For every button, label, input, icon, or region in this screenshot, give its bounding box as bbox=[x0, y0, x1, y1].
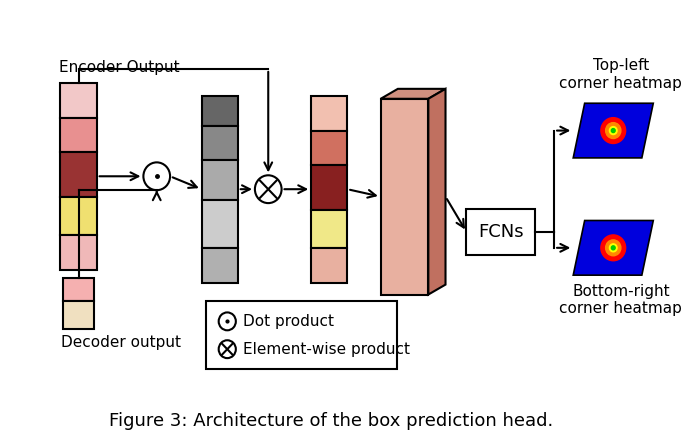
Text: Decoder output: Decoder output bbox=[61, 335, 182, 350]
Text: FCNs: FCNs bbox=[478, 223, 524, 241]
Bar bbox=[64, 302, 94, 329]
Bar bbox=[64, 278, 94, 302]
Bar bbox=[311, 248, 348, 283]
Bar bbox=[311, 96, 348, 131]
Text: Top-left
corner heatmap: Top-left corner heatmap bbox=[560, 58, 682, 91]
Polygon shape bbox=[428, 89, 446, 295]
Circle shape bbox=[255, 175, 282, 203]
Text: Figure 3: Architecture of the box prediction head.: Figure 3: Architecture of the box predic… bbox=[108, 412, 553, 430]
Bar bbox=[61, 197, 97, 235]
Bar bbox=[381, 99, 428, 295]
Bar bbox=[466, 209, 535, 255]
Bar bbox=[202, 96, 238, 126]
Polygon shape bbox=[574, 220, 653, 275]
Text: Dot product: Dot product bbox=[243, 314, 334, 329]
Text: Element-wise product: Element-wise product bbox=[243, 342, 410, 357]
Circle shape bbox=[609, 127, 617, 135]
Bar bbox=[202, 200, 238, 248]
Circle shape bbox=[612, 129, 615, 133]
Text: Encoder Output: Encoder Output bbox=[59, 60, 179, 75]
Bar bbox=[61, 118, 97, 153]
Bar bbox=[311, 165, 348, 210]
Bar bbox=[207, 302, 397, 369]
Polygon shape bbox=[381, 89, 446, 99]
Circle shape bbox=[605, 240, 621, 256]
Bar bbox=[202, 161, 238, 200]
Bar bbox=[61, 153, 97, 197]
Text: Bottom-right
corner heatmap: Bottom-right corner heatmap bbox=[560, 284, 682, 316]
Circle shape bbox=[144, 162, 170, 190]
Circle shape bbox=[218, 340, 236, 358]
Polygon shape bbox=[574, 103, 653, 158]
Circle shape bbox=[605, 123, 621, 138]
Bar bbox=[61, 235, 97, 270]
Bar bbox=[202, 126, 238, 161]
Circle shape bbox=[612, 246, 615, 250]
Bar bbox=[202, 248, 238, 283]
Circle shape bbox=[601, 235, 625, 261]
Circle shape bbox=[609, 244, 617, 252]
Circle shape bbox=[218, 312, 236, 330]
Circle shape bbox=[601, 118, 625, 143]
Bar bbox=[311, 210, 348, 248]
Bar bbox=[61, 83, 97, 118]
Bar bbox=[311, 131, 348, 165]
